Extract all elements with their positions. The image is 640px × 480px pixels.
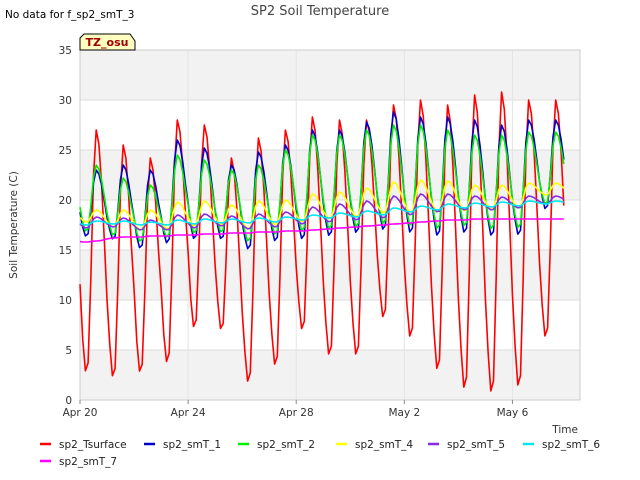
x-tick-label: Apr 28	[279, 407, 314, 419]
y-tick-label: 20	[59, 195, 72, 207]
series-line-sp2-smt-2	[79, 124, 565, 242]
series-line-sp2-smt-6	[79, 200, 565, 226]
y-tick-label: 30	[59, 95, 72, 107]
no-data-note: No data for f_sp2_smT_3	[5, 9, 134, 21]
legend-label: sp2_smT_7	[59, 456, 117, 468]
y-tick-label: 0	[65, 395, 72, 407]
site-tag-label: TZ_osu	[86, 36, 129, 49]
series-line-sp2-tsurface	[79, 91, 565, 392]
x-axis-label: Time	[551, 424, 578, 436]
legend-label: sp2_smT_5	[447, 439, 505, 451]
y-tick-label: 15	[59, 245, 72, 257]
x-tick-label: May 6	[497, 407, 529, 419]
y-axis-ticks: 0 5 10 15 20 25 30 35	[59, 45, 72, 407]
x-tick-label: Apr 24	[171, 407, 206, 419]
legend: sp2_Tsurface sp2_smT_1 sp2_smT_2 sp2_smT_4 s…	[40, 439, 600, 468]
site-tag-box	[79, 33, 136, 51]
y-tick-label: 10	[59, 295, 72, 307]
plot-bands	[80, 50, 580, 400]
plot-band	[80, 350, 580, 400]
y-axis-label: Soil Temperature (C)	[8, 171, 20, 279]
legend-label: sp2_smT_1	[163, 439, 221, 451]
plot-frame	[79, 49, 581, 401]
series-line-sp2-smt-4	[79, 179, 565, 231]
legend-label: sp2_smT_4	[355, 439, 413, 451]
legend-label: sp2_Tsurface	[59, 439, 127, 451]
series-line-sp2-smt-7	[79, 218, 564, 243]
plot-band	[80, 250, 580, 300]
site-tag: TZ_osu	[79, 33, 136, 51]
plot-band	[80, 50, 580, 100]
x-axis-ticks: Apr 20 Apr 24 Apr 28 May 2 May 6	[63, 400, 529, 419]
series-lines	[79, 91, 565, 392]
legend-label: sp2_smT_6	[542, 439, 600, 451]
series-line-sp2-smt-5	[79, 193, 565, 231]
x-tick-label: May 2	[388, 407, 420, 419]
legend-label: sp2_smT_2	[257, 439, 315, 451]
chart-title: SP2 Soil Temperature	[251, 4, 389, 19]
y-tick-label: 25	[59, 145, 72, 157]
x-tick-label: Apr 20	[63, 407, 98, 419]
y-tick-label: 35	[59, 45, 72, 57]
y-tick-label: 5	[65, 345, 72, 357]
